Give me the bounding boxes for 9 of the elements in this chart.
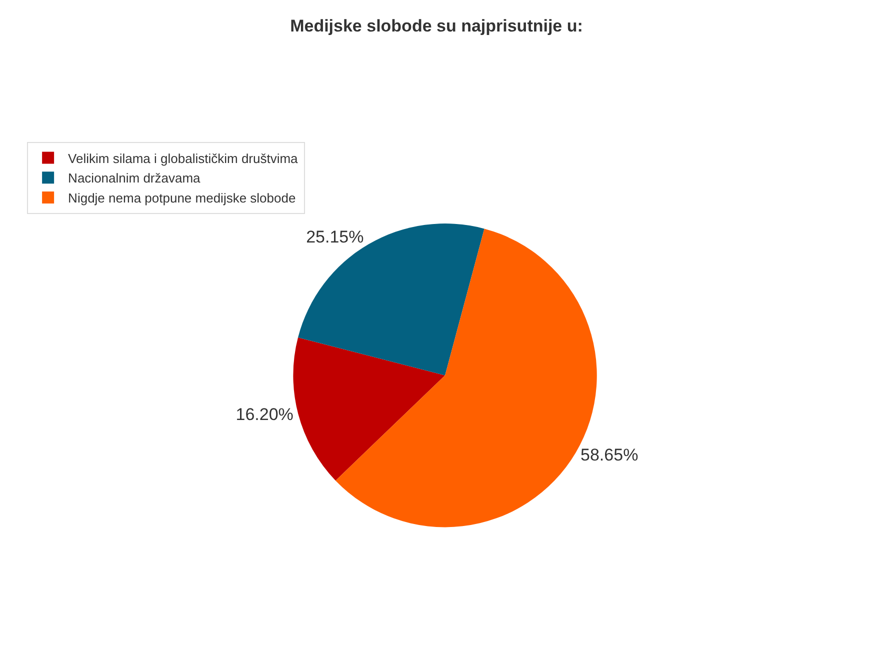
pie-slice [298, 224, 484, 376]
data-label: 16.20% [236, 405, 294, 424]
legend-label: Nacionalnim državama [68, 170, 202, 186]
chart-title: Medijske slobode su najprisutnije u: [290, 16, 583, 36]
legend-label: Nigdje nema potpune medijske slobode [68, 190, 296, 206]
legend-label: Velikim silama i globalističkim društvima [68, 150, 299, 166]
pie-slice [293, 337, 446, 481]
data-label: 25.15% [306, 228, 364, 247]
data-label: 58.65% [580, 446, 638, 465]
